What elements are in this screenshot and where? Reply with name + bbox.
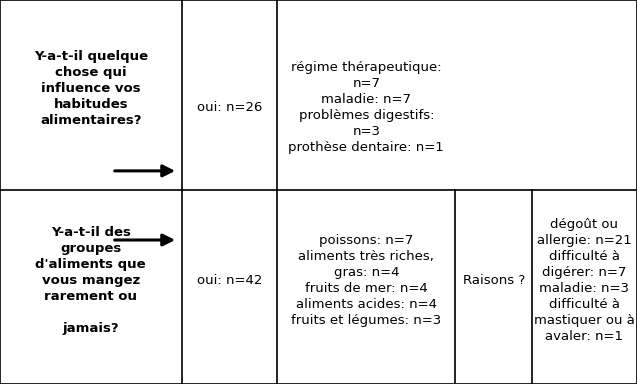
Text: régime thérapeutique:
n=7
maladie: n=7
problèmes digestifs:
n=3
prothèse dentair: régime thérapeutique: n=7 maladie: n=7 p…	[289, 61, 444, 154]
Text: poissons: n=7
aliments très riches,
gras: n=4
fruits de mer: n=4
aliments acides: poissons: n=7 aliments très riches, gras…	[291, 234, 441, 327]
Text: oui: n=42: oui: n=42	[197, 274, 262, 287]
Text: Raisons ?: Raisons ?	[462, 274, 525, 287]
Text: dégoût ou
allergie: n=21
difficulté à
digérer: n=7
maladie: n=3
difficulté à
mas: dégoût ou allergie: n=21 difficulté à di…	[534, 218, 634, 343]
Text: Y-a-t-il des
groupes
d'aliments que
vous mangez
rarement ou

jamais?: Y-a-t-il des groupes d'aliments que vous…	[36, 226, 146, 335]
Text: Y-a-t-il quelque
chose qui
influence vos
habitudes
alimentaires?: Y-a-t-il quelque chose qui influence vos…	[34, 50, 148, 127]
Text: oui: n=26: oui: n=26	[197, 101, 262, 114]
